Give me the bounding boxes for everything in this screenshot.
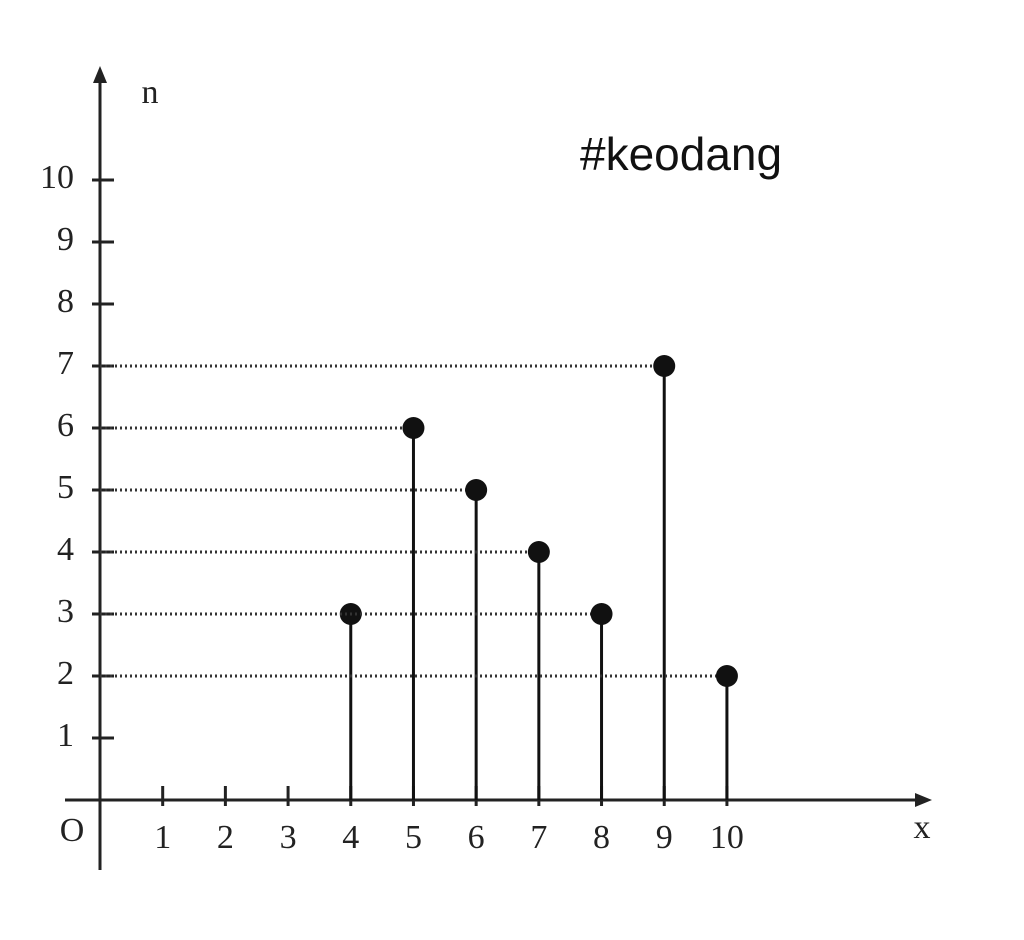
- annotation: #keodang: [580, 128, 782, 180]
- y-tick-label: 4: [57, 531, 74, 568]
- stem-dot: [653, 355, 676, 377]
- x-tick-label: 9: [656, 819, 673, 856]
- origin-label: O: [60, 812, 85, 849]
- x-tick-label: 7: [530, 819, 547, 856]
- x-tick-label: 1: [154, 819, 171, 856]
- stem-dot: [590, 603, 613, 625]
- y-tick-label: 5: [57, 469, 74, 506]
- y-tick-label: 1: [57, 717, 74, 754]
- x-tick-label: 4: [342, 819, 359, 856]
- y-tick-label: 2: [57, 655, 74, 692]
- x-tick-label: 2: [217, 819, 234, 856]
- stem-dot: [465, 479, 488, 501]
- x-tick-label: 10: [710, 819, 744, 856]
- x-tick-label: 8: [593, 819, 610, 856]
- x-tick-label: 6: [468, 819, 485, 856]
- y-tick-label: 10: [40, 159, 74, 196]
- stem-dot: [715, 665, 738, 687]
- stem-dot: [402, 417, 425, 439]
- stem-dot: [527, 541, 550, 563]
- y-axis-arrow: [93, 66, 107, 83]
- x-axis-arrow: [915, 793, 932, 807]
- x-axis-label: x: [914, 809, 931, 846]
- x-tick-label: 3: [280, 819, 297, 856]
- y-tick-label: 9: [57, 221, 74, 258]
- y-tick-label: 7: [57, 345, 74, 382]
- y-tick-label: 3: [57, 593, 74, 630]
- y-tick-label: 6: [57, 407, 74, 444]
- x-tick-label: 5: [405, 819, 422, 856]
- y-axis-label: n: [142, 74, 159, 111]
- y-tick-label: 8: [57, 283, 74, 320]
